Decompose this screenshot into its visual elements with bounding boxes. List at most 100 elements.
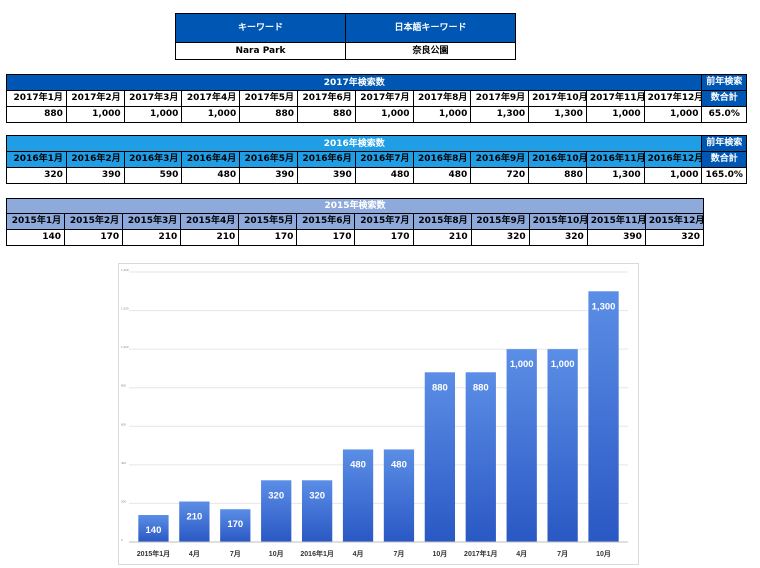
value-cell: 1,300 [470,106,530,123]
keyword-header-row: キーワード 日本語キーワード [175,13,516,43]
value-cell: 390 [586,229,646,246]
value-cell: 390 [296,167,356,184]
month-cell: 2015年3月 [122,213,182,230]
table-2017-value-row: 880 1,000 1,000 1,000 880 880 1,000 1,00… [6,106,747,123]
bar [179,501,210,542]
value-cell: 170 [64,229,124,246]
value-cell: 880 [6,106,67,123]
y-tick-label: 1,200 [121,307,129,311]
x-tick-label: 4月 [353,550,364,558]
bar [220,509,251,542]
table-2017-ratio: 65.0% [701,106,747,123]
value-cell: 1,000 [181,106,241,123]
month-cell: 2017年11月 [585,90,645,107]
table-2015-title: 2015年検索数 [6,198,704,214]
value-cell: 390 [65,167,125,184]
x-tick-label: 7月 [557,550,568,558]
month-cell: 2016年8月 [412,151,472,168]
value-cell: 170 [238,229,298,246]
value-cell: 590 [123,167,183,184]
bar [383,449,415,542]
bar-data-label: 320 [268,490,284,501]
value-cell: 880 [528,167,587,184]
y-tick-label: 0 [121,538,123,542]
month-cell: 2015年4月 [180,213,240,230]
value-cell: 480 [354,167,414,184]
x-tick-label: 2017年1月 [464,549,497,558]
month-cell: 2016年3月 [123,151,183,168]
month-cell: 2016年6月 [296,151,356,168]
x-tick-label: 2015年1月 [137,549,170,558]
value-cell: 320 [6,167,67,184]
chart-axes: 0 200 400 600 800 1,000 1,200 1,400 2015年1月 4月 7月 1… [121,268,628,558]
keyword-value: Nara Park [175,42,346,60]
bar-data-label: 1,000 [510,359,534,370]
month-cell: 2016年11月 [585,151,645,168]
keyword-value-row: Nara Park 奈良公園 [175,42,516,60]
keyword-header: キーワード [175,13,346,43]
value-cell: 720 [470,167,530,184]
value-cell: 320 [470,229,530,246]
month-cell: 2016年5月 [239,151,298,168]
bar [342,449,374,542]
bar-data-label: 210 [186,512,202,523]
value-cell: 1,000 [123,106,183,123]
table-2017-side-header-2: 数合計 [701,90,747,107]
x-tick-label: 4月 [516,550,527,558]
search-volume-2017-table: 2017年検索数 前年検索 2017年1月 2017年2月 2017年3月 20… [5,74,747,123]
month-cell: 2016年2月 [65,151,125,168]
month-cell: 2017年9月 [470,90,530,107]
y-tick-label: 1,400 [121,268,129,272]
value-cell: 880 [296,106,356,123]
month-cell: 2015年9月 [470,213,530,230]
month-cell: 2015年6月 [296,213,356,230]
month-cell: 2015年1月 [5,213,66,230]
value-cell: 1,300 [528,106,587,123]
value-cell: 1,000 [585,106,645,123]
y-tick-label: 600 [121,422,126,426]
value-cell: 880 [239,106,298,123]
table-2016-side-header-2: 数合計 [701,151,747,168]
search-volume-2015-table: 2015年検索数 2015年1月 2015年2月 2015年3月 2015年4月… [5,198,705,246]
x-tick-label: 4月 [189,550,200,558]
value-cell: 140 [5,229,66,246]
bar-data-label: 1,300 [592,301,616,312]
bar-data-label: 170 [227,519,243,530]
value-cell: 1,000 [643,167,703,184]
keyword-table: キーワード 日本語キーワード Nara Park 奈良公園 [175,13,516,60]
value-cell: 1,000 [412,106,472,123]
value-cell: 390 [239,167,298,184]
value-cell: 1,300 [585,167,645,184]
search-volume-2016-table: 2016年検索数 前年検索 2016年1月 2016年2月 2016年3月 20… [5,135,747,184]
table-2015-value-row: 140 170 210 210 170 170 170 210 320 320 … [5,229,705,246]
month-cell: 2015年5月 [238,213,298,230]
bar-data-label: 480 [391,459,407,470]
bar-data-label: 880 [473,382,489,393]
x-tick-label: 10月 [596,550,611,558]
bar-data-label: 1,000 [551,359,575,370]
value-cell: 320 [644,229,705,246]
bar [506,349,537,542]
bar [465,372,496,542]
table-2016-side-header-1: 前年検索 [701,135,747,152]
month-cell: 2017年4月 [181,90,241,107]
month-cell: 2015年7月 [354,213,414,230]
x-tick-label: 7月 [394,550,405,558]
y-tick-label: 800 [121,384,126,388]
month-cell: 2017年5月 [239,90,298,107]
month-cell: 2016年1月 [6,151,67,168]
search-volume-chart: 140 210 170 320 320 480 480 880 880 1,000 1,000 1,3… [118,263,639,565]
bar-data-label: 140 [146,525,162,536]
value-cell: 480 [181,167,241,184]
value-cell: 210 [412,229,472,246]
y-tick-label: 200 [121,499,126,503]
month-cell: 2017年12月 [643,90,703,107]
table-2017-title: 2017年検索数 [5,74,703,91]
value-cell: 1,000 [643,106,703,123]
month-cell: 2017年7月 [354,90,414,107]
month-cell: 2017年1月 [6,90,67,107]
month-cell: 2017年6月 [296,90,356,107]
bar [547,349,578,542]
month-cell: 2016年12月 [643,151,703,168]
bar-data-label: 320 [309,490,325,501]
